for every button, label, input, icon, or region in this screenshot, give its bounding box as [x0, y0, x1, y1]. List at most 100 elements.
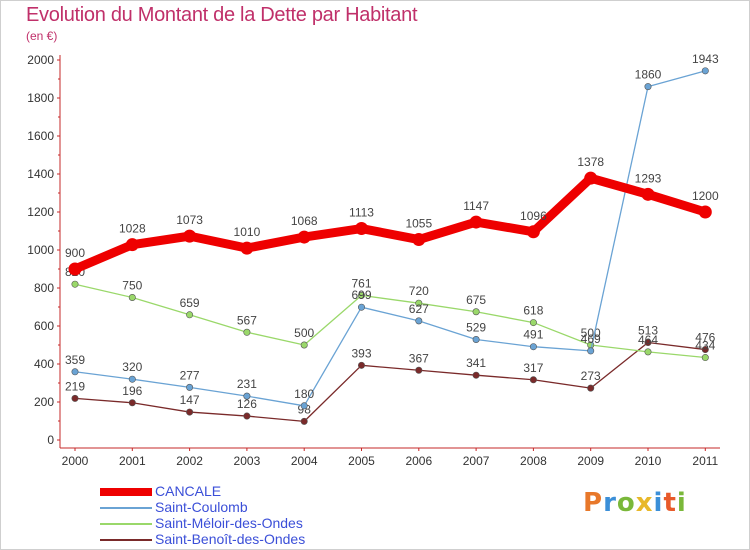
data-label: 1096: [520, 209, 547, 223]
x-tick-label: 2000: [62, 454, 89, 468]
data-label: 761: [351, 276, 371, 290]
data-label: 393: [351, 346, 371, 360]
legend-label: Saint-Méloir-des-Ondes: [155, 515, 303, 531]
proxiti-logo: Proxiti: [583, 488, 687, 518]
chart-subtitle: (en €): [26, 29, 58, 43]
data-point: [644, 348, 652, 356]
data-label: 1860: [635, 68, 662, 82]
data-point: [128, 293, 136, 301]
data-label: 320: [122, 360, 142, 374]
data-point: [183, 229, 197, 243]
data-point: [698, 205, 712, 219]
data-label: 491: [523, 328, 543, 342]
data-label: 180: [294, 387, 314, 401]
y-tick-label: 200: [34, 395, 54, 409]
data-label: 699: [351, 288, 371, 302]
data-label: 196: [122, 384, 142, 398]
data-point: [644, 339, 652, 347]
x-tick-label: 2011: [692, 454, 718, 468]
data-point: [71, 280, 79, 288]
data-label: 147: [180, 393, 200, 407]
data-point: [584, 171, 598, 185]
x-tick-label: 2006: [405, 454, 432, 468]
x-tick-label: 2007: [463, 454, 490, 468]
data-label: 900: [65, 246, 85, 260]
x-tick-label: 2004: [291, 454, 318, 468]
data-label: 1073: [176, 213, 203, 227]
data-label: 273: [581, 369, 601, 383]
legend-label: Saint-Benoît-des-Ondes: [155, 531, 306, 547]
data-point: [357, 291, 365, 299]
data-label: 317: [523, 361, 543, 375]
data-label: 1068: [291, 214, 318, 228]
data-point: [186, 311, 194, 319]
data-point: [297, 230, 311, 244]
data-point: [300, 417, 308, 425]
data-point: [472, 335, 480, 343]
data-label: 1055: [405, 217, 432, 231]
y-tick-label: 1000: [27, 243, 54, 257]
data-label: 750: [122, 279, 142, 293]
data-point: [529, 376, 537, 384]
y-tick-label: 800: [34, 281, 54, 295]
data-point: [529, 343, 537, 351]
data-point: [357, 303, 365, 311]
data-point: [701, 67, 709, 75]
data-point: [357, 361, 365, 369]
series-line: [74, 70, 706, 407]
data-label: 1010: [234, 225, 261, 239]
data-label: 567: [237, 313, 257, 327]
data-label: 529: [466, 320, 486, 334]
y-tick-label: 400: [34, 357, 54, 371]
data-label: 1378: [577, 155, 604, 169]
y-tick-label: 1800: [27, 91, 54, 105]
data-label: 476: [695, 331, 715, 345]
data-point: [243, 328, 251, 336]
data-point: [415, 299, 423, 307]
data-point: [472, 371, 480, 379]
legend-label: Saint-Coulomb: [155, 499, 248, 515]
data-point: [412, 233, 426, 247]
data-point: [641, 187, 655, 201]
data-label: 627: [409, 302, 429, 316]
legend-swatch: [100, 539, 152, 541]
data-label: 359: [65, 353, 85, 367]
data-point: [186, 383, 194, 391]
data-label: 219: [65, 379, 85, 393]
data-point: [240, 241, 254, 255]
data-label: 469: [581, 332, 601, 346]
x-tick-label: 2005: [348, 454, 375, 468]
data-point: [415, 366, 423, 374]
data-point: [415, 317, 423, 325]
data-label: 367: [409, 351, 429, 365]
chart-title: Evolution du Montant de la Dette par Hab…: [26, 4, 418, 26]
data-point: [128, 375, 136, 383]
data-label: 434: [695, 339, 715, 353]
data-label: 231: [237, 377, 257, 391]
series-line: [74, 341, 706, 423]
data-point: [701, 354, 709, 362]
x-tick-label: 2002: [176, 454, 203, 468]
data-label: 277: [180, 368, 200, 382]
x-tick-label: 2003: [234, 454, 261, 468]
data-point: [526, 225, 540, 239]
x-tick-label: 2010: [635, 454, 662, 468]
data-point: [243, 412, 251, 420]
y-tick-label: 0: [47, 433, 54, 447]
data-label: 618: [523, 304, 543, 318]
data-point: [644, 83, 652, 91]
data-label: 720: [409, 284, 429, 298]
data-point: [68, 262, 82, 276]
data-label: 464: [638, 333, 658, 347]
data-label: 1147: [463, 199, 489, 213]
legend-swatch: [100, 488, 152, 496]
y-tick-label: 1600: [27, 129, 54, 143]
series-line: [70, 173, 710, 274]
data-label: 1200: [692, 189, 719, 203]
data-label: 126: [237, 397, 257, 411]
series-line: [74, 283, 706, 359]
data-point: [71, 394, 79, 402]
data-label: 1943: [692, 52, 719, 66]
data-point: [128, 399, 136, 407]
